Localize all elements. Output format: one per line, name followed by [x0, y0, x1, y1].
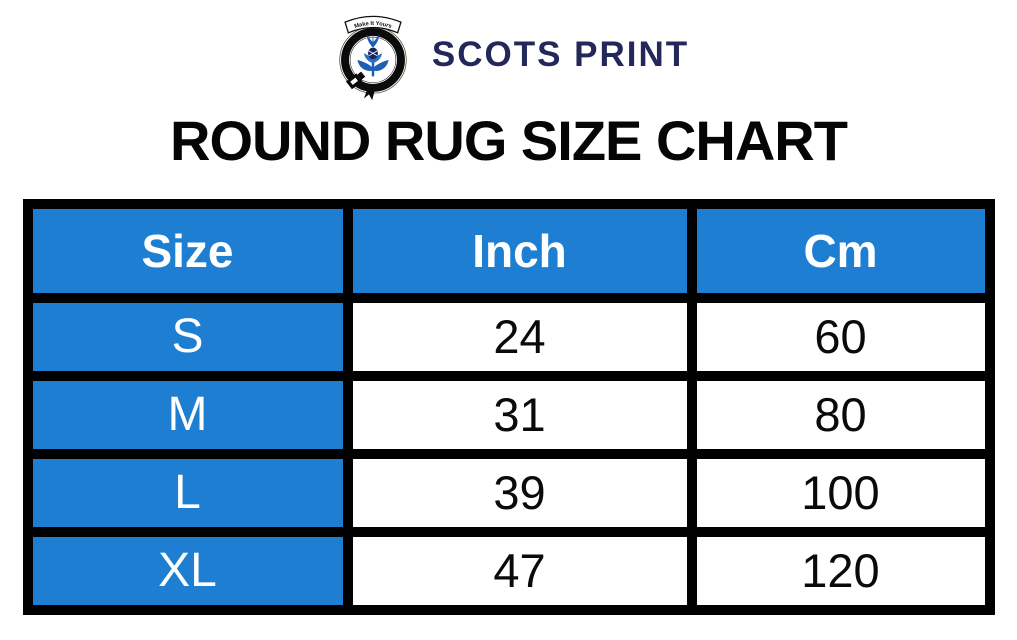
column-header-inch: Inch: [352, 208, 687, 293]
logo-banner: Make It Yours: [344, 15, 402, 34]
inch-value-cell: 47: [352, 536, 687, 605]
table-row: S 24 60: [32, 302, 985, 371]
size-label-cell: M: [32, 380, 343, 449]
table-row: XL 47 120: [32, 536, 985, 605]
column-header-cm: Cm: [696, 208, 985, 293]
size-chart-table: Size Inch Cm S 24 60 M 31 80 L 39 100 XL…: [22, 198, 995, 615]
inch-value-cell: 31: [352, 380, 687, 449]
thistle-icon: [357, 32, 389, 77]
svg-text:Make It Yours: Make It Yours: [354, 21, 392, 30]
size-label-cell: L: [32, 458, 343, 527]
header-row: Size Inch Cm: [32, 208, 985, 293]
table-row: M 31 80: [32, 380, 985, 449]
cm-value-cell: 120: [696, 536, 985, 605]
belt-buckle: [345, 71, 366, 90]
cm-value-cell: 60: [696, 302, 985, 371]
inch-value-cell: 39: [352, 458, 687, 527]
belt-strap-tail: [363, 87, 376, 101]
table-row: L 39 100: [32, 458, 985, 527]
scots-print-crest-icon: Make It Yours: [339, 15, 407, 101]
cm-value-cell: 80: [696, 380, 985, 449]
logo-banner-text: Make It Yours: [354, 21, 392, 30]
cm-value-cell: 100: [696, 458, 985, 527]
size-label-cell: S: [32, 302, 343, 371]
logo-header: Make It Yours SCOTS PRINT: [0, 0, 1017, 101]
inch-value-cell: 24: [352, 302, 687, 371]
column-header-size: Size: [32, 208, 343, 293]
brand-wordmark: SCOTS PRINT: [431, 35, 690, 74]
page-title: ROUND RUG SIZE CHART: [170, 109, 848, 172]
size-label-cell: XL: [32, 536, 343, 605]
